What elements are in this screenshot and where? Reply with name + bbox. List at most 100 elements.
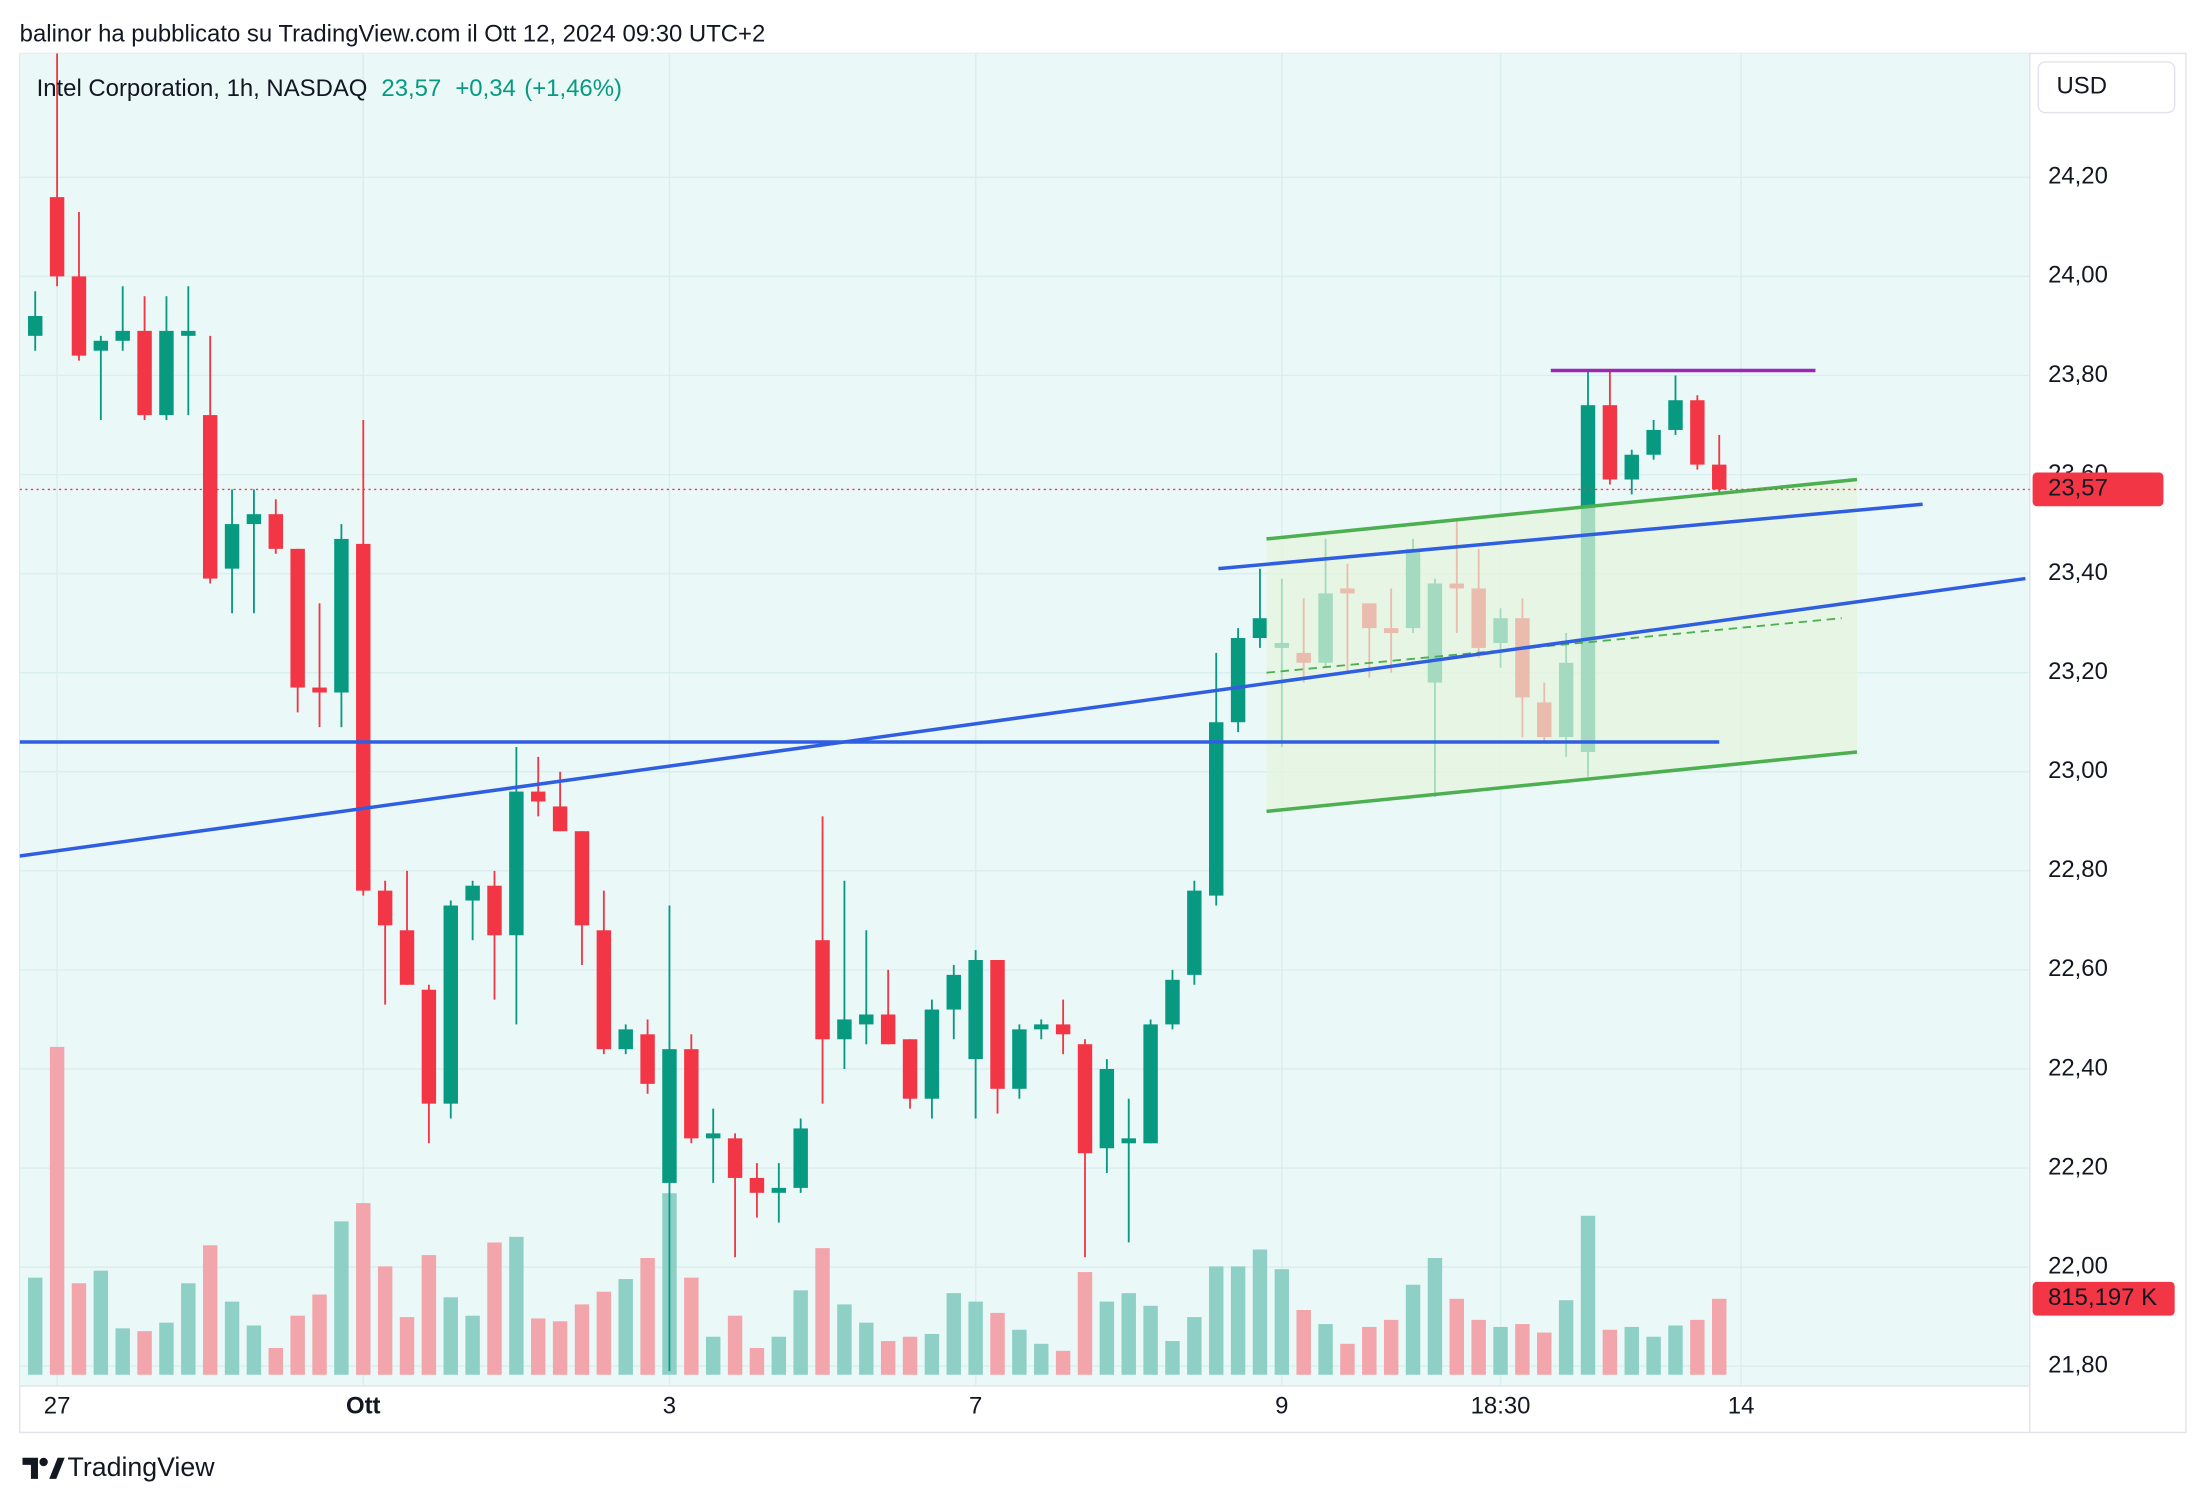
candle-body — [465, 885, 480, 901]
volume-bar — [1274, 1269, 1290, 1375]
currency-button-box[interactable] — [2037, 61, 2176, 114]
candle-body — [1055, 1024, 1071, 1035]
candle-body — [1099, 1068, 1115, 1149]
volume-bar — [399, 1317, 415, 1375]
x-tick-label: 14 — [1728, 1392, 1755, 1419]
candle-body — [71, 276, 87, 356]
candle-body — [1077, 1044, 1093, 1154]
volume-bar — [1471, 1319, 1486, 1375]
candle-body — [946, 974, 961, 1010]
volume-bar — [1537, 1332, 1552, 1375]
candle-body — [727, 1138, 743, 1178]
candle-body — [159, 330, 174, 416]
candle-body — [1121, 1138, 1136, 1144]
volume-bar — [574, 1304, 590, 1375]
logo-slash — [49, 1457, 65, 1479]
candle-body — [399, 930, 415, 985]
candle-body — [1165, 979, 1180, 1025]
candle-body — [377, 890, 393, 926]
y-tick-label: 21,80 — [2048, 1352, 2108, 1379]
last-price-label: 23,57 — [2048, 475, 2108, 502]
candle-body — [137, 330, 152, 416]
candle-body — [618, 1029, 633, 1050]
volume-bar — [290, 1315, 305, 1375]
candle-body — [224, 524, 240, 569]
candle-body — [880, 1014, 896, 1045]
legend-change-pct: (+1,46%) — [524, 75, 622, 102]
candle-body — [684, 1049, 699, 1139]
volume-bar — [531, 1318, 546, 1375]
candle-body — [1690, 400, 1705, 465]
volume-bar — [28, 1277, 43, 1375]
x-tick-label: 7 — [969, 1392, 982, 1419]
volume-bar — [946, 1293, 961, 1375]
volume-bar — [793, 1290, 808, 1375]
candle-body — [312, 687, 327, 693]
volume-bar — [727, 1315, 743, 1375]
candle-body — [115, 330, 130, 341]
volume-bar — [1165, 1341, 1180, 1375]
y-tick-label: 23,40 — [2048, 559, 2108, 586]
legend: Intel Corporation, 1h, NASDAQ 23,57 +0,34 (… — [37, 75, 622, 102]
candle-body — [1230, 638, 1246, 723]
volume-bar — [1624, 1326, 1639, 1375]
volume-bar — [1427, 1257, 1443, 1375]
volume-bar — [115, 1328, 130, 1375]
candle-body — [1646, 429, 1661, 455]
candle-body — [1034, 1024, 1049, 1030]
volume-bar — [181, 1283, 196, 1375]
volume-bar — [1230, 1266, 1246, 1375]
volume-bar — [618, 1279, 633, 1375]
candle-body — [859, 1014, 874, 1025]
channel-lower — [1266, 750, 1858, 814]
volume-bar — [902, 1336, 918, 1375]
candle-body — [793, 1128, 808, 1188]
candle-body — [268, 514, 284, 549]
volume-bar — [1121, 1293, 1136, 1375]
candle-body — [181, 330, 196, 336]
candle-body — [290, 548, 305, 688]
volume-bar — [356, 1203, 371, 1375]
volume-bar — [1515, 1324, 1530, 1375]
volume-bar — [1646, 1336, 1661, 1375]
candle-body — [552, 806, 568, 832]
candle-body — [421, 989, 437, 1104]
axes: 21,80 22,00 22,20 22,40 22,60 22,80 23,00 23,20… — [44, 163, 2175, 1419]
volume-bar — [968, 1301, 983, 1375]
volume-bar — [465, 1315, 480, 1375]
y-tick-label: 23,00 — [2048, 757, 2108, 784]
candle-body — [640, 1034, 655, 1084]
x-tick-label: 18:30 — [1471, 1392, 1531, 1419]
y-tick-label: 23,80 — [2048, 361, 2108, 388]
candle-body — [990, 960, 1005, 1089]
volume-tag-label: 815,197 K — [2048, 1284, 2157, 1311]
y-tick-label: 22,80 — [2048, 856, 2108, 883]
volume-bar — [1209, 1266, 1224, 1375]
y-tick-label: 24,20 — [2048, 163, 2108, 190]
volume-bar — [268, 1348, 284, 1375]
candle-body — [705, 1133, 721, 1139]
volume-bar — [1055, 1350, 1071, 1375]
logo-mark — [22, 1457, 38, 1479]
volume-bar — [71, 1283, 87, 1375]
volume-bar — [421, 1255, 437, 1375]
candle-body — [749, 1177, 765, 1193]
candle-body — [443, 905, 458, 1104]
volume-bar — [684, 1277, 699, 1375]
currency-button-label[interactable]: USD — [2057, 73, 2107, 100]
plot — [19, 53, 2030, 1375]
currency-button[interactable]: USD — [2037, 61, 2176, 114]
volume-bar — [1296, 1309, 1311, 1375]
volume-bar — [159, 1322, 174, 1375]
candle-body — [902, 1039, 918, 1099]
volume-bar — [1340, 1343, 1355, 1375]
volume-bar — [1362, 1326, 1377, 1375]
volume-bar — [443, 1297, 458, 1375]
candle-body — [1668, 400, 1683, 430]
trend-line — [1218, 502, 1923, 571]
volume-bar — [1712, 1298, 1727, 1375]
volume-bar — [509, 1236, 524, 1375]
logo-dot — [39, 1457, 48, 1467]
